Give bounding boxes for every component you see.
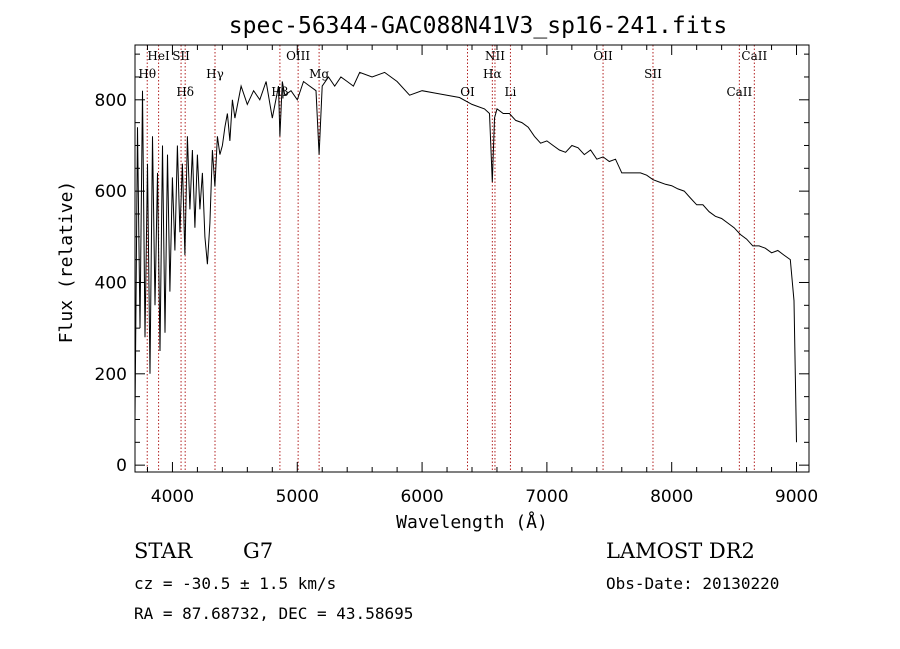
spectral-subclass: G7 [243,539,273,563]
line-marker-label: Hδ [176,85,194,99]
sky-coordinates: RA = 87.68732, DEC = 43.58695 [134,604,413,623]
x-tick-label: 9000 [775,487,818,507]
line-marker-label: SII [644,67,662,81]
y-axis-label: Flux (relative) [56,181,77,344]
y-tick-label: 600 [95,182,127,202]
spectrum-line [134,71,797,443]
plot-layer [134,71,797,443]
line-marker-label: Mg [309,67,329,81]
line-marker-label: OIII [286,49,310,63]
object-type: STAR [134,539,193,563]
line-marker-label: SII [172,49,190,63]
y-tick-label: 400 [95,273,127,293]
y-tick-label: 800 [95,91,127,111]
line-marker-label: Li [505,85,517,99]
line-marker-label: Hθ [138,67,156,81]
tick-layer: 4000 5000 6000 7000 8000 9000 0 200 400 600 800 [95,45,818,507]
x-axis-label: Wavelength (Å) [396,511,548,533]
plot-frame [134,44,810,473]
x-tick-label: 7000 [525,487,568,507]
x-tick-label: 6000 [400,487,443,507]
y-tick-label: 0 [116,456,127,476]
line-marker-label: Hα [483,67,502,81]
x-tick-label: 5000 [276,487,319,507]
chart-title: spec-56344-GAC088N41V3_sp16-241.fits [229,13,728,39]
x-tick-label: 8000 [650,487,693,507]
line-marker-label: NII [485,49,505,63]
line-marker-label: CaII [741,49,767,63]
observation-date: Obs-Date: 20130220 [606,574,779,593]
line-marker-label: Hβ [271,85,288,99]
line-marker-label: OII [593,49,613,63]
line-marker-label: HeI [147,49,170,63]
line-marker-label: OI [460,85,475,99]
y-tick-label: 200 [95,365,127,385]
x-tick-label: 4000 [151,487,194,507]
line-marker-label: Hγ [206,67,224,81]
redshift-velocity: cz = -30.5 ± 1.5 km/s [134,574,336,593]
line-marker-label: CaII [726,85,752,99]
survey-name: LAMOST DR2 [606,539,755,563]
